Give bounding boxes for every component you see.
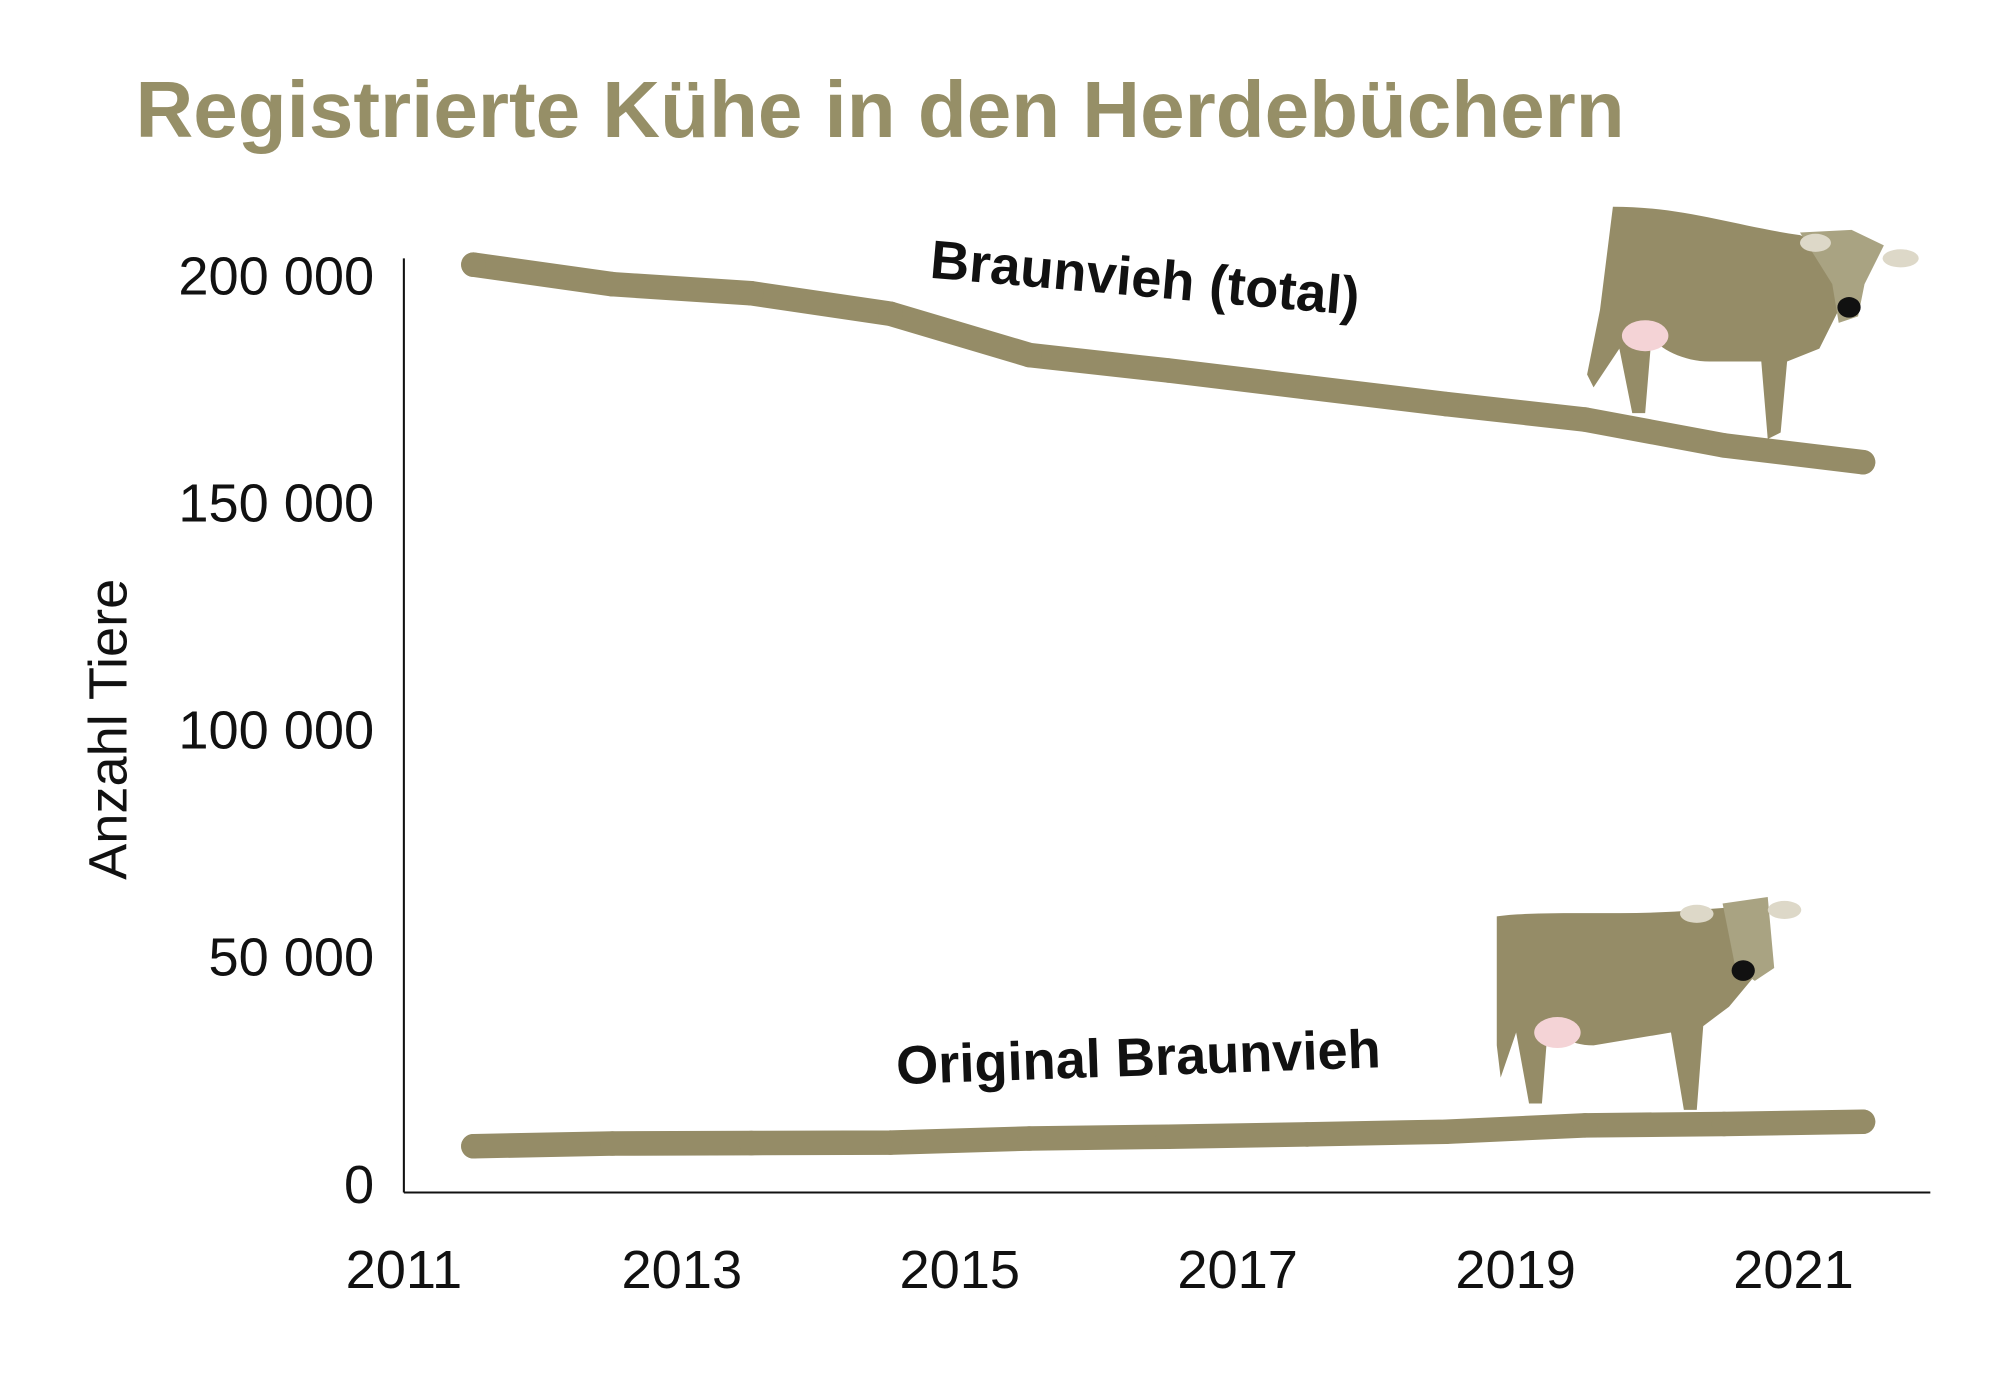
y-axis-label: Anzahl Tiere (78, 579, 138, 880)
data-point (461, 1133, 486, 1159)
data-point (1016, 1126, 1042, 1151)
data-point (1294, 375, 1320, 400)
y-tick-label: 50 000 (208, 928, 374, 988)
data-point (1850, 449, 1876, 475)
y-tick-label: 200 000 (178, 246, 374, 306)
data-point (1294, 1122, 1320, 1147)
cow-illustration-total (1587, 206, 1919, 439)
data-point (1155, 1124, 1181, 1149)
data-point (1433, 391, 1459, 417)
data-point (1433, 1119, 1459, 1144)
data-point (1572, 407, 1598, 432)
series-label-braunvieh-total: Braunvieh (total) (928, 230, 1362, 327)
data-point (1155, 358, 1181, 383)
chart-title: Registrierte Kühe in den Herdebüchern (135, 65, 1624, 154)
x-tick-label: 2021 (1733, 1240, 1854, 1300)
x-tick-label: 2015 (899, 1240, 1020, 1300)
x-tick-label: 2017 (1177, 1240, 1298, 1300)
data-point (739, 1130, 764, 1156)
data-point (1711, 433, 1737, 458)
data-point (878, 1130, 903, 1155)
cow-illustration-original (1496, 897, 1802, 1110)
data-point (1711, 1111, 1737, 1137)
y-tick-label: 0 (344, 1155, 374, 1215)
data-point (600, 271, 625, 297)
x-tick-label: 2011 (346, 1240, 463, 1300)
y-tick-label: 150 000 (178, 474, 374, 534)
data-point (1016, 342, 1042, 368)
y-tick-label: 100 000 (178, 701, 374, 761)
x-tick-label: 2013 (622, 1240, 743, 1300)
x-tick-label: 2019 (1455, 1240, 1576, 1300)
data-point (461, 252, 486, 277)
data-point (739, 281, 764, 306)
series-label-original-braunvieh: Original Braunvieh (895, 1019, 1382, 1096)
data-point (1572, 1113, 1598, 1138)
data-point (1850, 1109, 1876, 1134)
data-point (878, 301, 903, 326)
data-point (600, 1131, 625, 1156)
